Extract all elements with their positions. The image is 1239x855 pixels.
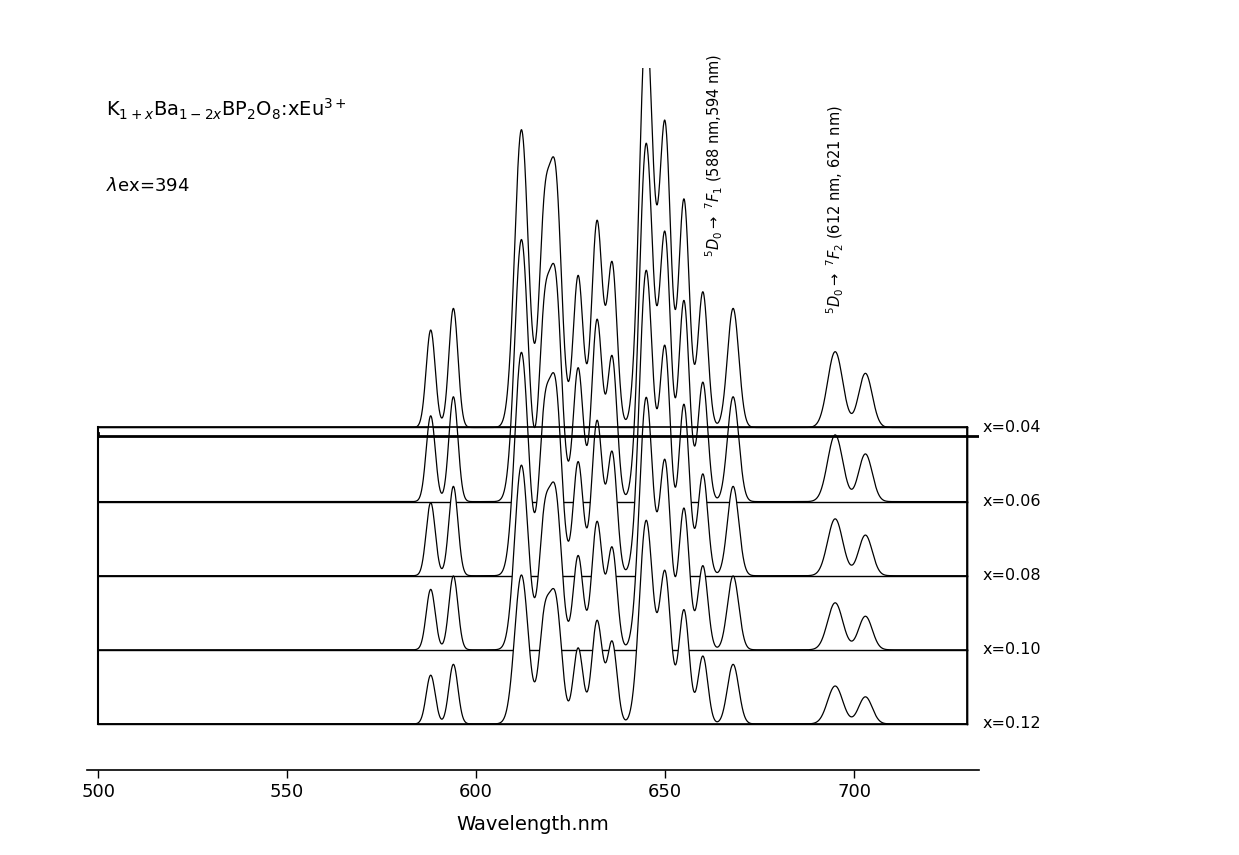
Polygon shape <box>98 270 968 575</box>
Text: $^5D_0\rightarrow$ $^7F_1$ (588 nm,594 nm): $^5D_0\rightarrow$ $^7F_1$ (588 nm,594 n… <box>704 53 725 256</box>
Text: x=0.04: x=0.04 <box>983 420 1041 435</box>
Text: K$_{1+x}$Ba$_{1-2x}$BP$_2$O$_8$:xEu$^{3+}$: K$_{1+x}$Ba$_{1-2x}$BP$_2$O$_8$:xEu$^{3+… <box>105 97 347 122</box>
Polygon shape <box>98 398 968 650</box>
Text: x=0.10: x=0.10 <box>983 642 1041 657</box>
Text: $^5D_0\rightarrow$ $^7F_2$ (612 nm, 621 nm): $^5D_0\rightarrow$ $^7F_2$ (612 nm, 621 … <box>825 105 846 314</box>
Text: x=0.06: x=0.06 <box>983 494 1041 509</box>
Polygon shape <box>98 21 968 427</box>
X-axis label: Wavelength.nm: Wavelength.nm <box>456 815 610 834</box>
Text: x=0.08: x=0.08 <box>983 569 1041 583</box>
Text: $\lambda$ex=394: $\lambda$ex=394 <box>105 177 190 195</box>
Text: x=0.12: x=0.12 <box>983 716 1041 731</box>
Polygon shape <box>98 144 968 502</box>
Polygon shape <box>98 521 968 724</box>
